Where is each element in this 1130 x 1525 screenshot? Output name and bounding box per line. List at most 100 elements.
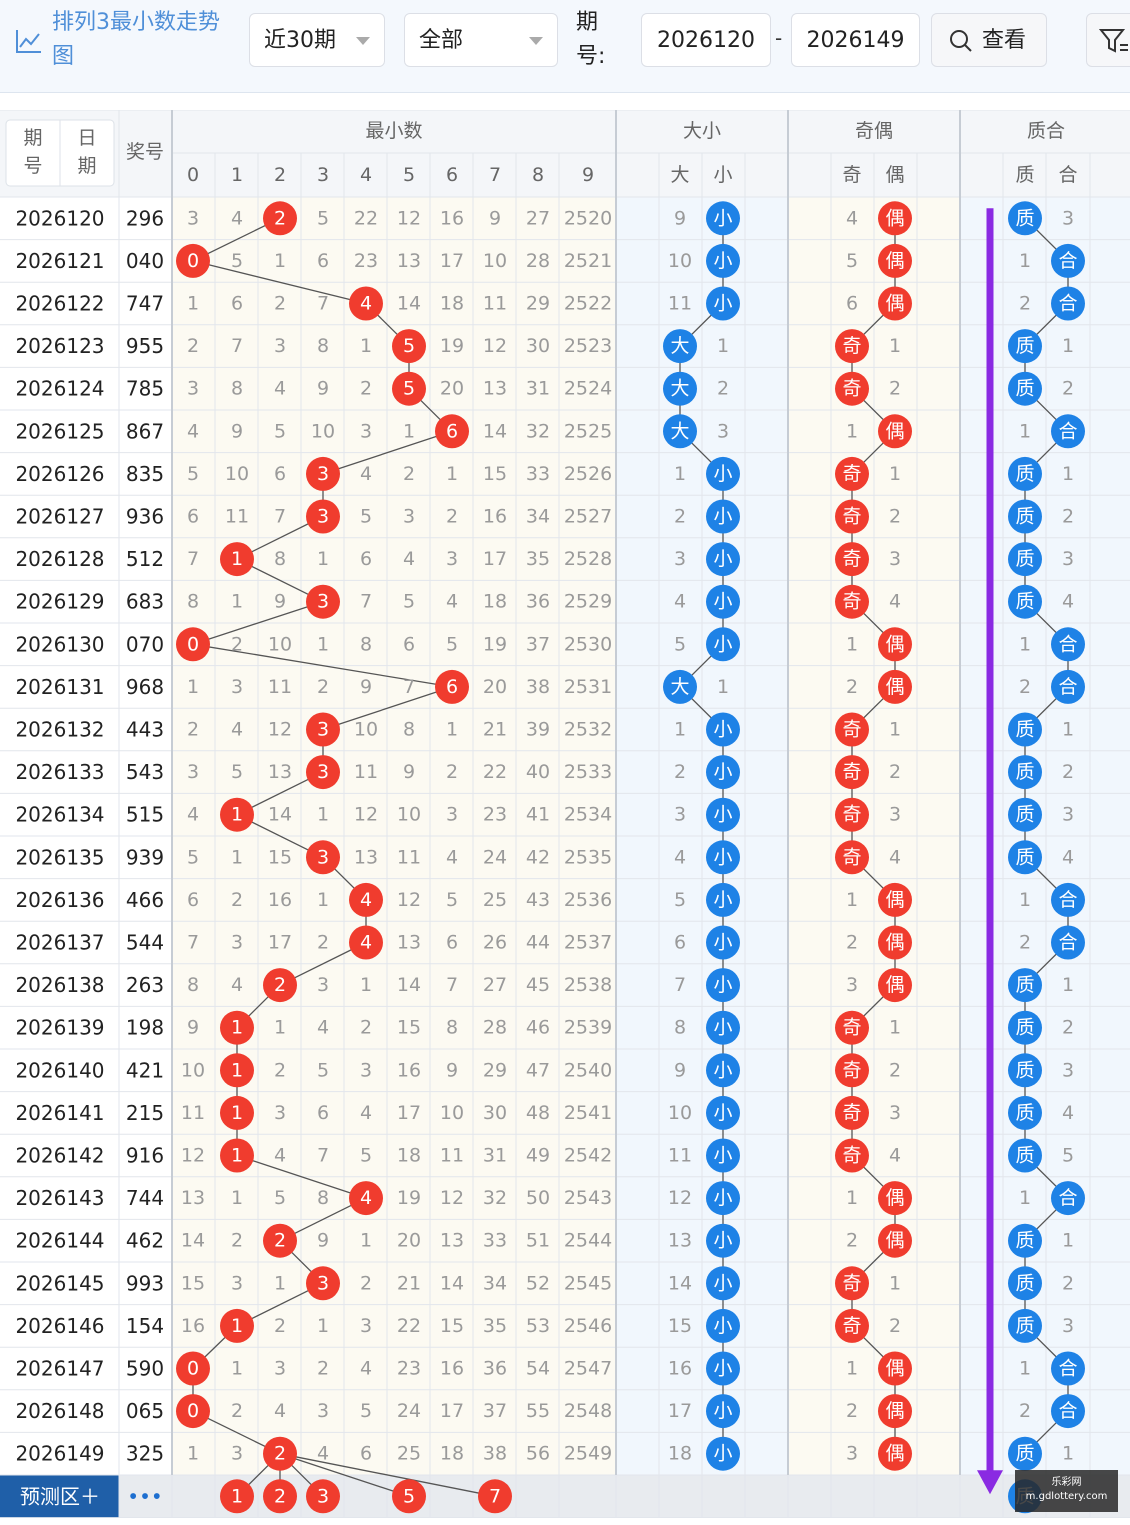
min-miss-cell: 55 (526, 1400, 550, 1422)
size-hit-ball (706, 755, 740, 790)
min-miss-cell: 1 (317, 804, 329, 826)
min-miss-cell: 2542 (564, 1145, 612, 1167)
min-miss-cell: 2 (231, 1230, 243, 1252)
size-miss-cell: 16 (668, 1358, 692, 1380)
oddeven-miss-cell: 3 (889, 1102, 901, 1124)
view-button[interactable]: 查看 (931, 13, 1047, 67)
size-miss-cell: 4 (674, 591, 686, 613)
issue-to-input[interactable]: 2026149 (791, 13, 920, 67)
oddeven-hit-ball-label: 奇 (842, 1145, 861, 1167)
size-hit-ball (706, 1010, 740, 1045)
min-miss-cell: 12 (354, 804, 378, 826)
min-miss-cell: 2547 (564, 1358, 612, 1380)
oddeven-hit-ball-label: 偶 (885, 250, 904, 272)
min-miss-cell: 43 (526, 889, 550, 911)
oddeven-miss-cell: 2 (889, 506, 901, 528)
min-hit-ball-label: 6 (446, 676, 458, 698)
min-miss-cell: 13 (268, 761, 292, 783)
oddeven-hit-ball-label: 偶 (885, 633, 904, 655)
oddeven-hit-ball (878, 1436, 912, 1471)
min-miss-cell: 1 (231, 1187, 243, 1209)
group-size-header: 大小 (683, 120, 721, 142)
min-miss-cell: 2 (274, 1059, 286, 1081)
min-miss-cell: 2532 (564, 719, 612, 741)
prime-hit-ball-label: 质 (1015, 463, 1034, 485)
min-hit-ball-label: 2 (274, 207, 286, 229)
prime-hit-ball-label: 质 (1015, 1230, 1034, 1252)
size-hit-ball (706, 542, 740, 577)
award-cell: 544 (126, 931, 164, 955)
size-hit-ball-label: 小 (713, 1230, 732, 1252)
min-hit-ball (349, 1181, 383, 1216)
size-hit-ball-label: 小 (713, 1400, 732, 1422)
digit-header-7: 7 (489, 164, 501, 186)
prime-hit-ball-label: 合 (1058, 1400, 1077, 1422)
group-oddeven-header: 奇偶 (855, 120, 893, 142)
min-miss-cell: 1 (231, 591, 243, 613)
size-hit-ball-label: 小 (713, 1187, 732, 1209)
size-hit-ball (706, 627, 740, 662)
filter-select[interactable]: 全部 (404, 13, 558, 67)
min-miss-cell: 9 (403, 761, 415, 783)
min-hit-ball (349, 925, 383, 960)
oddeven-hit-ball (835, 1138, 869, 1173)
min-miss-cell: 2541 (564, 1102, 612, 1124)
prime-hit-ball (1051, 882, 1085, 917)
prime-miss-cell: 2 (1019, 1400, 1031, 1422)
min-miss-cell: 27 (526, 207, 550, 229)
oddeven-miss-cell: 1 (889, 1017, 901, 1039)
min-miss-cell: 2 (274, 1315, 286, 1337)
min-miss-cell: 11 (440, 1145, 464, 1167)
prime-hit-ball-label: 合 (1058, 250, 1077, 272)
min-miss-cell: 1 (446, 463, 458, 485)
min-miss-cell: 10 (311, 420, 335, 442)
oddeven-hit-ball (878, 201, 912, 236)
filter-button[interactable] (1086, 13, 1130, 67)
min-miss-cell: 2 (446, 506, 458, 528)
oddeven-hit-ball (878, 414, 912, 449)
line-chart-icon (16, 30, 41, 53)
prime-miss-cell: 1 (1019, 1187, 1031, 1209)
oddeven-hit-ball-label: 奇 (842, 548, 861, 570)
min-hit-ball-label: 2 (274, 974, 286, 996)
min-miss-cell: 30 (526, 335, 550, 357)
prime-hit-ball (1051, 1351, 1085, 1386)
issue-cell: 2026137 (15, 931, 104, 955)
issue-from-input[interactable]: 2026120 (641, 13, 771, 67)
min-miss-cell: 9 (274, 591, 286, 613)
oddeven-hit-ball (878, 286, 912, 321)
min-miss-cell: 4 (231, 719, 243, 741)
min-hit-ball (176, 243, 210, 278)
prime-miss-cell: 1 (1062, 974, 1074, 996)
oddeven-miss-cell: 1 (846, 889, 858, 911)
prime-hit-ball-label: 质 (1015, 974, 1034, 996)
scroll-arrow-head-icon (977, 1470, 1003, 1495)
min-miss-cell: 7 (403, 676, 415, 698)
min-miss-cell: 51 (526, 1230, 550, 1252)
min-miss-cell: 17 (440, 1400, 464, 1422)
oddeven-miss-cell: 2 (846, 932, 858, 954)
min-miss-cell: 30 (483, 1102, 507, 1124)
min-hit-ball-label: 1 (231, 1102, 243, 1124)
min-miss-cell: 2535 (564, 846, 612, 868)
issue-cell: 2026136 (15, 888, 104, 912)
min-miss-cell: 15 (181, 1272, 205, 1294)
min-miss-cell: 18 (440, 1443, 464, 1465)
oddeven-miss-cell: 6 (846, 293, 858, 315)
min-miss-cell: 36 (483, 1358, 507, 1380)
min-miss-cell: 1 (317, 633, 329, 655)
size-miss-cell: 1 (717, 676, 729, 698)
predict-ball-label: 7 (489, 1485, 501, 1507)
oddeven-miss-cell: 1 (846, 1358, 858, 1380)
min-miss-cell: 8 (360, 633, 372, 655)
min-miss-cell: 3 (446, 804, 458, 826)
min-miss-cell: 3 (187, 378, 199, 400)
issue-cell: 2026143 (15, 1186, 104, 1210)
min-miss-cell: 1 (403, 420, 415, 442)
award-cell: 867 (126, 419, 164, 443)
oddeven-hit-ball-label: 偶 (885, 1400, 904, 1422)
min-miss-cell: 10 (397, 804, 421, 826)
period-select[interactable]: 近30期 (249, 13, 385, 67)
prime-hit-ball (1051, 286, 1085, 321)
award-cell: 466 (126, 888, 164, 912)
